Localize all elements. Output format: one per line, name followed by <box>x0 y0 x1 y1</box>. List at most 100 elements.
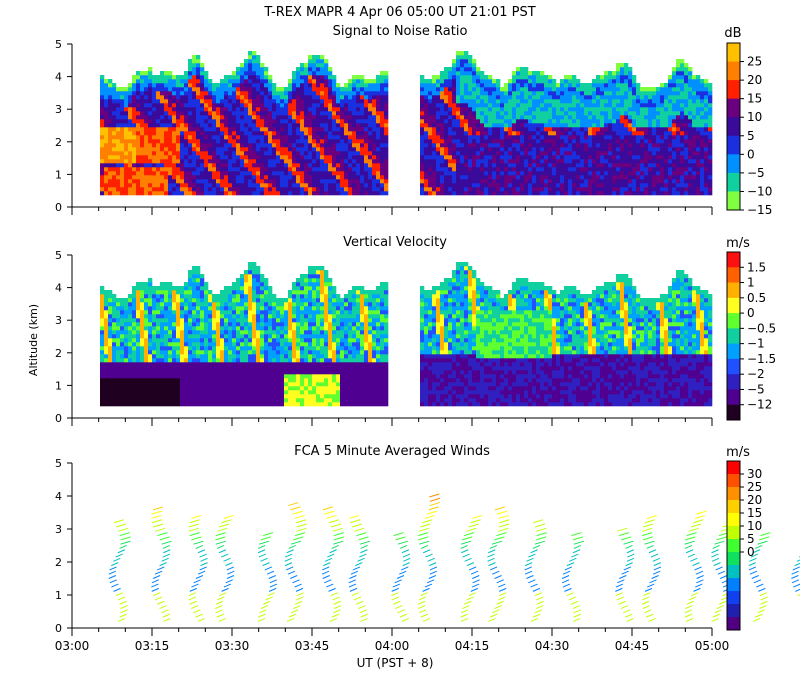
heatmap-cell <box>340 163 345 168</box>
heatmap-cell <box>156 354 161 359</box>
heatmap-cell <box>168 143 173 148</box>
heatmap-cell <box>372 187 377 192</box>
heatmap-cell <box>480 175 485 180</box>
heatmap-cell <box>620 163 625 168</box>
heatmap-cell <box>612 123 617 128</box>
heatmap-cell <box>664 191 669 196</box>
heatmap-cell <box>444 179 449 184</box>
heatmap-cell <box>124 378 129 383</box>
heatmap-cell <box>136 310 141 315</box>
heatmap-cell <box>252 139 257 144</box>
heatmap-cell <box>532 151 537 156</box>
heatmap-cell <box>112 294 117 299</box>
heatmap-cell <box>420 167 425 172</box>
heatmap-cell <box>460 79 465 84</box>
heatmap-cell <box>312 103 317 108</box>
heatmap-cell <box>464 151 469 156</box>
heatmap-cell <box>620 71 625 76</box>
heatmap-cell <box>608 143 613 148</box>
heatmap-cell <box>564 103 569 108</box>
heatmap-cell <box>120 143 125 148</box>
heatmap-cell <box>232 91 237 96</box>
heatmap-cell <box>360 111 365 116</box>
heatmap-cell <box>504 83 509 88</box>
heatmap-cell <box>480 119 485 124</box>
heatmap-cell <box>168 123 173 128</box>
heatmap-cell <box>532 123 537 128</box>
heatmap-cell <box>312 147 317 152</box>
heatmap-cell <box>676 123 681 128</box>
heatmap-cell <box>668 95 673 100</box>
heatmap-cell <box>468 87 473 92</box>
heatmap-cell <box>336 127 341 132</box>
heatmap-cell <box>196 71 201 76</box>
heatmap-cell <box>304 91 309 96</box>
heatmap-cell <box>620 123 625 128</box>
heatmap-cell <box>360 127 365 132</box>
heatmap-cell <box>144 286 149 291</box>
heatmap-cell <box>460 159 465 164</box>
heatmap-cell <box>148 147 153 152</box>
heatmap-cell <box>192 103 197 108</box>
heatmap-cell <box>428 87 433 92</box>
heatmap-cell <box>324 155 329 160</box>
heatmap-cell <box>228 143 233 148</box>
heatmap-cell <box>572 75 577 80</box>
heatmap-cell <box>172 103 177 108</box>
heatmap-cell <box>620 171 625 176</box>
heatmap-cell <box>160 151 165 156</box>
heatmap-cell <box>120 103 125 108</box>
heatmap-cell <box>456 187 461 192</box>
heatmap-cell <box>632 147 637 152</box>
heatmap-cell <box>468 71 473 76</box>
heatmap-cell <box>100 346 105 351</box>
heatmap-cell <box>360 167 365 172</box>
heatmap-cell <box>180 135 185 140</box>
heatmap-cell <box>492 147 497 152</box>
heatmap-cell <box>156 139 161 144</box>
heatmap-cell <box>312 91 317 96</box>
heatmap-cell <box>648 91 653 96</box>
heatmap-cell <box>136 183 141 188</box>
heatmap-cell <box>340 135 345 140</box>
heatmap-cell <box>588 83 593 88</box>
heatmap-cell <box>252 187 257 192</box>
heatmap-cell <box>292 99 297 104</box>
heatmap-cell <box>320 131 325 136</box>
heatmap-cell <box>332 99 337 104</box>
heatmap-cell <box>472 79 477 84</box>
heatmap-cell <box>708 191 713 196</box>
heatmap-cell <box>572 91 577 96</box>
heatmap-cell <box>568 87 573 92</box>
heatmap-cell <box>304 103 309 108</box>
heatmap-cell <box>480 83 485 88</box>
heatmap-cell <box>244 151 249 156</box>
heatmap-cell <box>568 111 573 116</box>
heatmap-cell <box>120 171 125 176</box>
heatmap-cell <box>344 155 349 160</box>
heatmap-cell <box>432 123 437 128</box>
heatmap-cell <box>660 151 665 156</box>
heatmap-cell <box>148 191 153 196</box>
heatmap-cell <box>360 183 365 188</box>
heatmap-cell <box>376 159 381 164</box>
heatmap-cell <box>228 191 233 196</box>
heatmap-cell <box>276 91 281 96</box>
heatmap-cell <box>232 159 237 164</box>
heatmap-cell <box>540 143 545 148</box>
heatmap-cell <box>136 187 141 192</box>
heatmap-cell <box>484 151 489 156</box>
heatmap-cell <box>264 115 269 120</box>
heatmap-cell <box>160 318 165 323</box>
heatmap-cell <box>324 135 329 140</box>
heatmap-cell <box>244 87 249 92</box>
heatmap-cell <box>348 79 353 84</box>
heatmap-cell <box>344 179 349 184</box>
heatmap-cell <box>616 191 621 196</box>
heatmap-cell <box>196 191 201 196</box>
heatmap-cell <box>616 131 621 136</box>
heatmap-cell <box>276 139 281 144</box>
heatmap-cell <box>572 131 577 136</box>
heatmap-cell <box>604 107 609 112</box>
heatmap-cell <box>272 95 277 100</box>
